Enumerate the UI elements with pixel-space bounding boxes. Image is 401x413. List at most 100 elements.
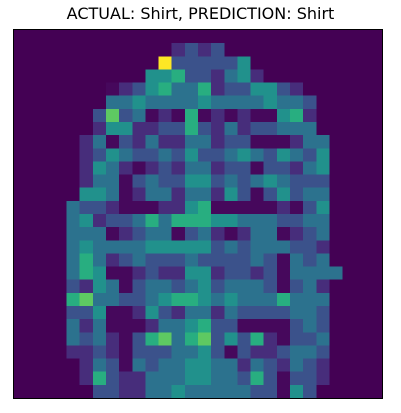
pixel-cell bbox=[119, 174, 133, 188]
pixel-cell bbox=[342, 253, 356, 267]
pixel-cell bbox=[198, 161, 212, 175]
pixel-cell bbox=[237, 56, 251, 70]
pixel-cell bbox=[250, 319, 264, 333]
pixel-cell bbox=[224, 187, 238, 202]
pixel-cell bbox=[211, 82, 225, 96]
pixel-cell bbox=[66, 266, 80, 280]
pixel-cell bbox=[316, 306, 330, 320]
pixel-cell bbox=[211, 384, 225, 398]
pixel-cell bbox=[303, 319, 317, 333]
pixel-cell bbox=[290, 56, 304, 70]
pixel-cell bbox=[342, 148, 356, 162]
pixel-cell bbox=[27, 279, 41, 294]
pixel-cell bbox=[79, 43, 94, 57]
pixel-cell bbox=[290, 345, 304, 359]
pixel-cell bbox=[198, 122, 212, 136]
pixel-cell bbox=[250, 240, 264, 254]
pixel-cell bbox=[53, 69, 67, 83]
pixel-cell bbox=[250, 200, 264, 215]
pixel-cell bbox=[368, 214, 382, 228]
pixel-cell bbox=[303, 122, 317, 136]
pixel-cell bbox=[342, 306, 356, 320]
pixel-cell bbox=[106, 95, 120, 110]
pixel-cell bbox=[132, 279, 146, 294]
pixel-cell bbox=[92, 214, 107, 228]
pixel-cell bbox=[92, 187, 107, 202]
pixel-cell bbox=[40, 30, 54, 44]
pixel-cell bbox=[276, 174, 291, 188]
pixel-cell bbox=[14, 240, 28, 254]
pixel-cell bbox=[224, 384, 238, 398]
pixel-cell bbox=[14, 371, 28, 386]
pixel-cell bbox=[66, 43, 80, 57]
pixel-cell bbox=[237, 214, 251, 228]
pixel-cell bbox=[40, 292, 54, 307]
pixel-cell bbox=[53, 253, 67, 267]
pixel-cell bbox=[224, 227, 238, 241]
pixel-cell bbox=[184, 161, 199, 175]
pixel-cell bbox=[14, 358, 28, 372]
pixel-cell bbox=[53, 279, 67, 294]
pixel-cell bbox=[40, 161, 54, 175]
pixel-cell bbox=[224, 56, 238, 70]
pixel-cell bbox=[342, 56, 356, 70]
pixel-cell bbox=[263, 345, 278, 359]
pixel-cell bbox=[316, 227, 330, 241]
pixel-cell bbox=[158, 174, 172, 188]
pixel-cell bbox=[237, 371, 251, 386]
pixel-cell bbox=[119, 43, 133, 57]
pixel-cell bbox=[290, 319, 304, 333]
pixel-cell bbox=[145, 240, 159, 254]
pixel-cell bbox=[290, 187, 304, 202]
pixel-cell bbox=[276, 279, 291, 294]
pixel-cell bbox=[250, 187, 264, 202]
pixel-cell bbox=[211, 69, 225, 83]
pixel-cell bbox=[237, 82, 251, 96]
pixel-cell bbox=[329, 69, 343, 83]
pixel-cell bbox=[237, 227, 251, 241]
pixel-cell bbox=[171, 319, 186, 333]
pixel-cell bbox=[92, 240, 107, 254]
pixel-cell bbox=[263, 108, 278, 123]
pixel-cell bbox=[27, 200, 41, 215]
pixel-cell bbox=[171, 345, 186, 359]
pixel-cell bbox=[171, 292, 186, 307]
pixel-cell bbox=[237, 43, 251, 57]
pixel-cell bbox=[303, 371, 317, 386]
pixel-cell bbox=[79, 371, 94, 386]
pixel-cell bbox=[276, 122, 291, 136]
pixel-cell bbox=[158, 319, 172, 333]
pixel-cell bbox=[171, 174, 186, 188]
pixel-cell bbox=[276, 266, 291, 280]
pixel-cell bbox=[171, 82, 186, 96]
pixel-cell bbox=[329, 135, 343, 149]
pixel-cell bbox=[211, 306, 225, 320]
pixel-cell bbox=[119, 30, 133, 44]
pixel-cell bbox=[237, 30, 251, 44]
pixel-cell bbox=[303, 161, 317, 175]
pixel-cell bbox=[171, 266, 186, 280]
pixel-cell bbox=[132, 56, 146, 70]
pixel-cell bbox=[40, 319, 54, 333]
pixel-cell bbox=[263, 148, 278, 162]
pixel-cell bbox=[303, 214, 317, 228]
pixel-cell bbox=[237, 161, 251, 175]
pixel-cell bbox=[263, 227, 278, 241]
pixel-cell bbox=[79, 187, 94, 202]
pixel-cell bbox=[342, 345, 356, 359]
pixel-cell bbox=[198, 371, 212, 386]
pixel-cell bbox=[40, 122, 54, 136]
pixel-cell bbox=[53, 214, 67, 228]
pixel-cell bbox=[14, 43, 28, 57]
pixel-cell bbox=[290, 253, 304, 267]
pixel-cell bbox=[237, 148, 251, 162]
pixel-cell bbox=[14, 292, 28, 307]
pixel-cell bbox=[132, 148, 146, 162]
pixel-cell bbox=[14, 266, 28, 280]
pixel-cell bbox=[14, 56, 28, 70]
pixel-cell bbox=[171, 135, 186, 149]
pixel-cell bbox=[53, 227, 67, 241]
pixel-cell bbox=[184, 253, 199, 267]
pixel-cell bbox=[250, 148, 264, 162]
pixel-cell bbox=[250, 306, 264, 320]
